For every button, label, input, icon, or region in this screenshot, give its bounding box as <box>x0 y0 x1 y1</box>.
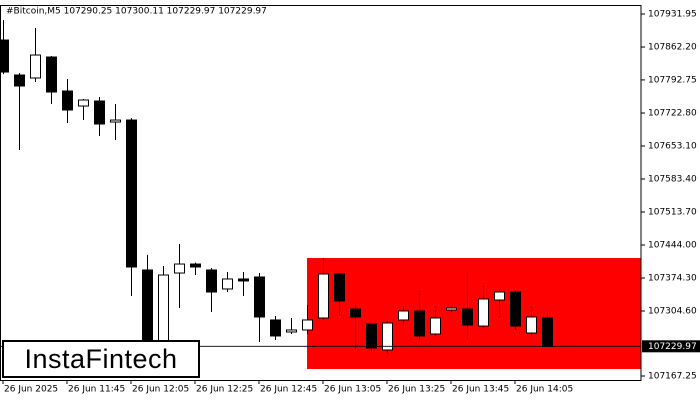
x-tick-label: 26 Jun 2025 <box>4 385 58 395</box>
y-tick-label: 107862.20 <box>648 43 697 53</box>
current-price-box <box>642 340 700 353</box>
candle-body <box>398 310 409 321</box>
y-tick-label: 107583.40 <box>648 175 697 185</box>
candle-body <box>222 278 233 290</box>
x-tick-label: 26 Jun 12:25 <box>196 385 253 395</box>
candle-body <box>366 323 377 349</box>
candle-body <box>254 276 265 318</box>
y-tick-label: 107931.95 <box>648 10 697 20</box>
candle-body <box>238 278 249 282</box>
candle-body <box>126 119 137 268</box>
candle-body <box>62 90 73 111</box>
candle-body <box>462 308 473 326</box>
y-tick-label: 107374.30 <box>648 273 697 283</box>
y-tick-label: 107722.80 <box>648 109 697 119</box>
candle-body <box>302 319 313 331</box>
candle-body <box>286 329 297 333</box>
x-tick-label: 26 Jun 13:45 <box>452 385 509 395</box>
candle-body <box>350 308 361 318</box>
x-tick-label: 26 Jun 12:05 <box>132 385 189 395</box>
candle-body <box>206 269 217 293</box>
pattern-zone <box>307 258 641 370</box>
x-tick-label: 26 Jun 13:25 <box>388 385 445 395</box>
candle-body <box>46 56 57 93</box>
x-tick-label: 26 Jun 13:05 <box>324 385 381 395</box>
candle-body <box>334 273 345 302</box>
x-tick-label: 26 Jun 11:45 <box>68 385 125 395</box>
y-tick-label: 107513.70 <box>648 208 697 218</box>
plot-frame <box>0 5 642 381</box>
candle-body <box>382 322 393 351</box>
candle-body <box>94 100 105 125</box>
candle-body <box>110 119 121 123</box>
candle-body <box>414 310 425 337</box>
candle-body <box>494 291 505 301</box>
candle-body <box>542 317 553 347</box>
candle-body <box>430 317 441 335</box>
chart-title: #Bitcoin,M5 107290.25 107300.11 107229.9… <box>6 7 267 17</box>
candle-body <box>30 54 41 79</box>
candle-body <box>0 39 9 73</box>
candle-body <box>78 99 89 107</box>
candle-body <box>318 273 329 319</box>
x-tick-label: 26 Jun 14:05 <box>516 385 573 395</box>
current-price-label: 107229.97 <box>648 342 697 352</box>
candle-body <box>446 307 457 311</box>
candle-body <box>526 316 537 334</box>
candle-body <box>14 74 25 87</box>
candle-body <box>510 291 521 327</box>
candle-body <box>270 319 281 337</box>
logo: InstaFintech <box>2 340 200 378</box>
y-tick-label: 107653.10 <box>648 142 697 152</box>
x-tick-label: 26 Jun 12:45 <box>260 385 317 395</box>
candle-body <box>174 263 185 274</box>
y-tick-label: 107167.25 <box>648 372 697 382</box>
candle-body <box>190 263 201 268</box>
y-tick-label: 107444.00 <box>648 240 697 250</box>
y-tick-label: 107304.60 <box>648 306 697 316</box>
y-tick-label: 107792.75 <box>648 75 697 85</box>
candle-body <box>478 298 489 327</box>
